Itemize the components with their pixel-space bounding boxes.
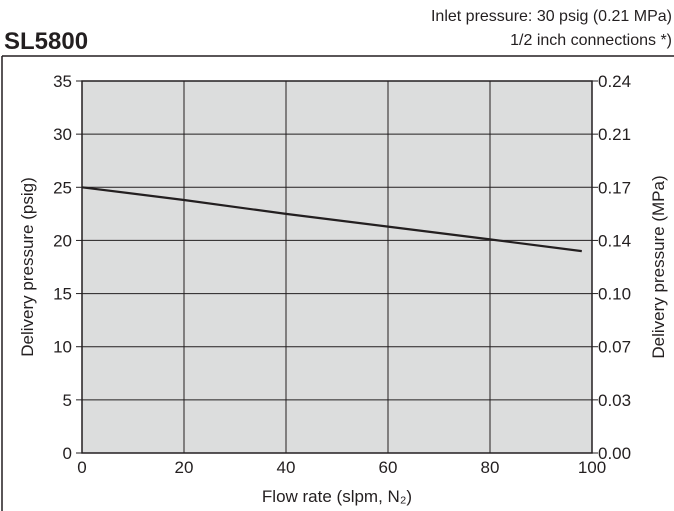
y-axis-label: Delivery pressure (psig) <box>18 177 37 357</box>
inlet-pressure-note: Inlet pressure: 30 psig (0.21 MPa) <box>431 8 672 25</box>
series-line <box>81 186 582 253</box>
connections-note: 1/2 inch connections *) <box>510 32 672 49</box>
y-tick-label: 0 <box>63 444 72 463</box>
grid-lines <box>76 80 598 454</box>
y-tick-label: 20 <box>53 231 72 250</box>
y2-tick-label: 0.24 <box>598 72 631 91</box>
y2-tick-labels: 0.00 0.03 0.07 0.10 0.14 0.17 0.21 0.24 <box>598 72 631 463</box>
x-tick-label: 20 <box>175 458 194 477</box>
y2-tick-label: 0.10 <box>598 285 631 304</box>
x-tick-label: 80 <box>481 458 500 477</box>
y-tick-label: 25 <box>53 178 72 197</box>
y2-tick-label: 0.03 <box>598 391 631 410</box>
y-tick-label: 5 <box>63 391 72 410</box>
x-tick-label: 0 <box>77 458 86 477</box>
data-lines <box>81 186 582 253</box>
y-tick-label: 15 <box>53 285 72 304</box>
y-tick-label: 10 <box>53 338 72 357</box>
y-tick-label: 35 <box>53 72 72 91</box>
y2-tick-label: 0.07 <box>598 338 631 357</box>
y2-axis-label: Delivery pressure (MPa) <box>649 175 668 358</box>
plot-area <box>81 80 593 454</box>
y-tick-label: 30 <box>53 125 72 144</box>
y-tick-labels: 0 5 10 15 20 25 30 35 <box>53 72 72 463</box>
chart-title: SL5800 <box>4 28 88 55</box>
x-tick-label: 100 <box>578 458 606 477</box>
y2-tick-label: 0.00 <box>598 444 631 463</box>
x-axis-label: Flow rate (slpm, N₂) <box>262 487 412 506</box>
y2-tick-label: 0.14 <box>598 231 631 250</box>
x-tick-labels: 0 20 40 60 80 100 <box>77 458 606 477</box>
x-tick-label: 60 <box>379 458 398 477</box>
x-tick-label: 40 <box>277 458 296 477</box>
y2-tick-label: 0.21 <box>598 125 631 144</box>
y2-tick-label: 0.17 <box>598 178 631 197</box>
